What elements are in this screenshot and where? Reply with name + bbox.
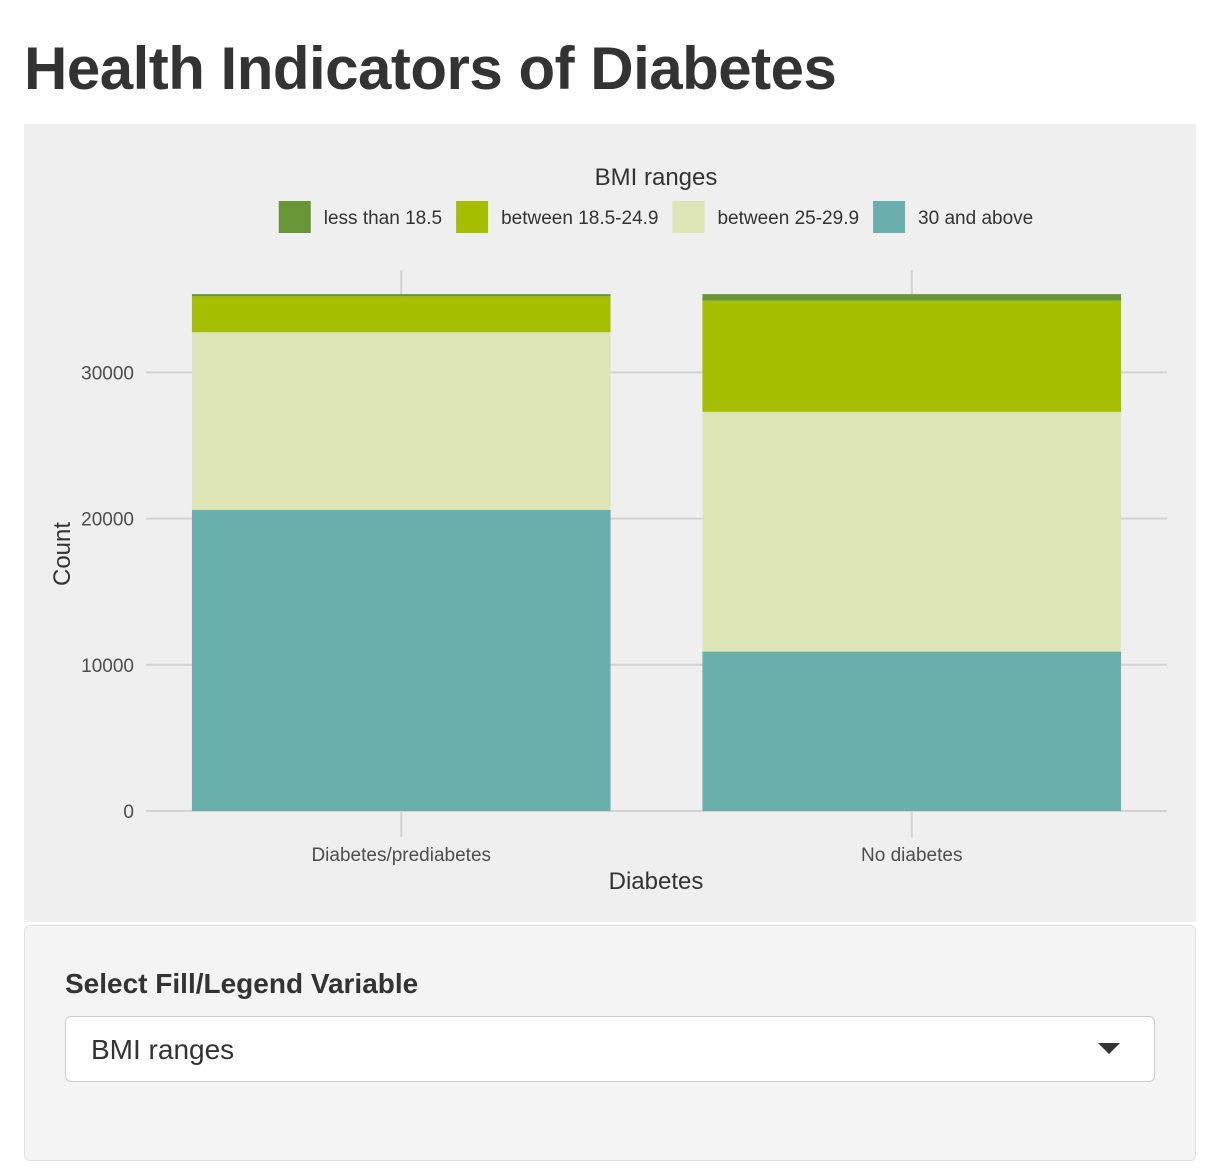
select-value: BMI ranges — [91, 1034, 235, 1065]
bar-segment — [191, 296, 611, 333]
bar-chart-panel: 0 10000 20000 30000 Diabetes/prediabetes No d… — [24, 124, 1196, 922]
bar-marks — [191, 294, 1122, 811]
y-tick-label: 30000 — [81, 363, 134, 384]
y-tick-label: 20000 — [81, 510, 134, 531]
x-tick-label: No diabetes — [861, 845, 962, 866]
chevron-down-icon[interactable] — [1098, 1043, 1120, 1054]
bar-segment — [191, 332, 611, 510]
fill-variable-select[interactable]: BMI ranges — [65, 1016, 1155, 1082]
legend-swatch — [278, 201, 311, 233]
legend-swatch — [873, 201, 906, 233]
stacked-bar-chart: 0 10000 20000 30000 Diabetes/prediabetes No d… — [49, 164, 1167, 895]
legend: less than 18.5 between 18.5-24.9 between 2… — [278, 201, 1033, 233]
legend-swatch — [672, 201, 705, 233]
bar-segment — [702, 294, 1122, 301]
legend-label: between 18.5-24.9 — [501, 208, 658, 229]
y-tick-label: 10000 — [81, 656, 134, 677]
bar-segment — [702, 411, 1122, 652]
page-title: Health Indicators of Diabetes — [24, 35, 837, 102]
bar-segment — [702, 300, 1122, 412]
bar-segment — [191, 509, 611, 811]
x-axis-title: Diabetes — [609, 868, 704, 895]
y-tick-label: 0 — [123, 802, 134, 823]
bar-segment — [191, 294, 611, 297]
controls-panel: Select Fill/Legend Variable BMI ranges — [24, 925, 1196, 1161]
legend-swatch — [456, 201, 489, 233]
legend-label: less than 18.5 — [324, 208, 442, 229]
x-tick-label: Diabetes/prediabetes — [311, 845, 491, 866]
y-axis-title: Count — [49, 522, 76, 586]
axes: 0 10000 20000 30000 Diabetes/prediabetes No d… — [81, 363, 962, 866]
fill-variable-label: Select Fill/Legend Variable — [65, 968, 419, 999]
bar-segment — [702, 651, 1122, 811]
legend-label: between 25-29.9 — [717, 208, 859, 229]
legend-label: 30 and above — [918, 208, 1033, 229]
legend-title: BMI ranges — [595, 164, 718, 191]
